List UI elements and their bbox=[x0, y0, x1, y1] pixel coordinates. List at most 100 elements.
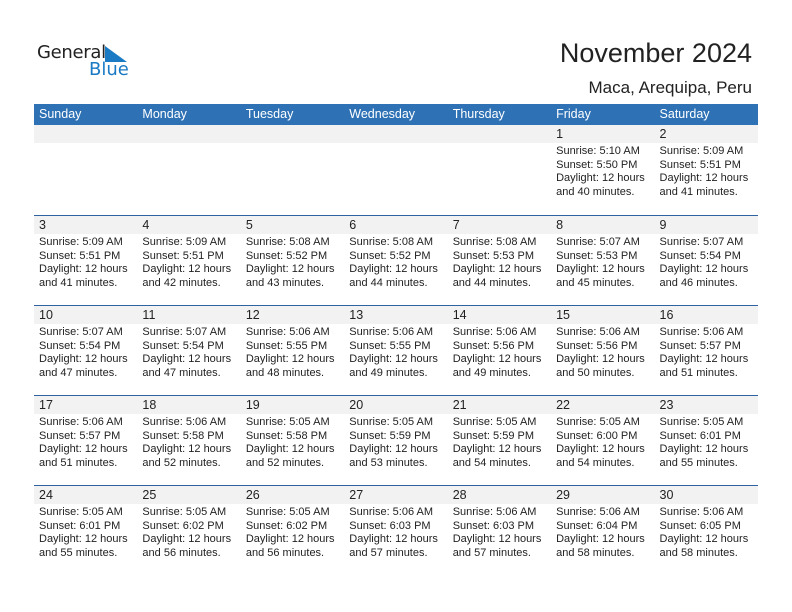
day-info: Sunrise: 5:06 AM Sunset: 5:57 PM Daylight:… bbox=[34, 414, 137, 470]
empty-day-cell bbox=[34, 125, 138, 215]
day-number: 1 bbox=[551, 125, 655, 143]
daylight-text: Daylight: 12 hours bbox=[39, 443, 128, 455]
day-cell: 27 Sunrise: 5:06 AM Sunset: 6:03 PM Dayligh… bbox=[344, 486, 448, 575]
day-number bbox=[344, 125, 448, 143]
sunrise-text: Sunrise: 5:05 AM bbox=[659, 416, 744, 428]
daylight-text: and 53 minutes. bbox=[349, 456, 428, 469]
day-cell: 15 Sunrise: 5:06 AM Sunset: 5:56 PM Dayligh… bbox=[551, 306, 655, 395]
day-info: Sunrise: 5:07 AM Sunset: 5:54 PM Daylight:… bbox=[137, 324, 240, 380]
day-number: 12 bbox=[240, 306, 345, 324]
sunrise-text: Sunrise: 5:06 AM bbox=[39, 416, 123, 428]
day-info: Sunrise: 5:08 AM Sunset: 5:53 PM Daylight:… bbox=[448, 234, 551, 290]
day-number: 30 bbox=[654, 486, 758, 504]
day-cell: 30 Sunrise: 5:06 AM Sunset: 6:05 PM Dayligh… bbox=[654, 486, 758, 575]
sunset-text: Sunset: 6:03 PM bbox=[452, 519, 535, 532]
location: Maca, Arequipa, Peru bbox=[588, 78, 752, 97]
day-cell: 10 Sunrise: 5:07 AM Sunset: 5:54 PM Dayligh… bbox=[34, 306, 138, 395]
daylight-text: Daylight: 12 hours bbox=[142, 443, 232, 455]
daylight-text: and 44 minutes. bbox=[452, 276, 531, 289]
daylight-text: and 56 minutes. bbox=[142, 546, 221, 559]
daylight-text: and 47 minutes. bbox=[39, 366, 118, 379]
calendar-grid: Sunday Monday Tuesday Wednesday Thursday Frid… bbox=[34, 104, 758, 575]
day-info: Sunrise: 5:05 AM Sunset: 5:59 PM Daylight:… bbox=[448, 414, 551, 470]
sunset-text: Sunset: 6:01 PM bbox=[659, 429, 741, 442]
day-cell: 7 Sunrise: 5:08 AM Sunset: 5:53 PM Daylight… bbox=[447, 216, 552, 305]
day-info: Sunrise: 5:06 AM Sunset: 5:58 PM Daylight:… bbox=[137, 414, 240, 470]
daylight-text: Daylight: 12 hours bbox=[142, 263, 232, 275]
daylight-text: Daylight: 12 hours bbox=[349, 443, 438, 455]
logo: General Blue bbox=[37, 42, 129, 80]
daylight-text: and 46 minutes. bbox=[659, 276, 738, 289]
day-info: Sunrise: 5:05 AM Sunset: 6:00 PM Daylight:… bbox=[551, 414, 654, 470]
empty-day-cell bbox=[240, 125, 345, 215]
day-info: Sunrise: 5:06 AM Sunset: 5:57 PM Daylight:… bbox=[655, 324, 758, 380]
sunrise-text: Sunrise: 5:06 AM bbox=[349, 506, 434, 518]
day-number: 27 bbox=[344, 486, 448, 504]
day-cell: 9 Sunrise: 5:07 AM Sunset: 5:54 PM Daylight… bbox=[654, 216, 758, 305]
daylight-text: Daylight: 12 hours bbox=[556, 443, 645, 455]
day-number bbox=[137, 125, 241, 143]
sunrise-text: Sunrise: 5:05 AM bbox=[245, 416, 330, 428]
day-number bbox=[447, 125, 552, 143]
daylight-text: and 41 minutes. bbox=[659, 185, 738, 198]
day-number bbox=[240, 125, 345, 143]
daylight-text: and 58 minutes. bbox=[659, 546, 738, 559]
daylight-text: and 43 minutes. bbox=[245, 276, 325, 289]
day-number: 11 bbox=[137, 306, 241, 324]
day-cell: 26 Sunrise: 5:05 AM Sunset: 6:02 PM Dayligh… bbox=[240, 486, 345, 575]
daylight-text: Daylight: 12 hours bbox=[556, 533, 645, 545]
sunrise-text: Sunrise: 5:07 AM bbox=[39, 326, 123, 338]
day-info: Sunrise: 5:05 AM Sunset: 5:58 PM Daylight:… bbox=[241, 414, 344, 470]
daylight-text: and 42 minutes. bbox=[142, 276, 221, 289]
sunrise-text: Sunrise: 5:06 AM bbox=[452, 506, 537, 518]
sunset-text: Sunset: 5:58 PM bbox=[245, 429, 328, 442]
day-cell: 23 Sunrise: 5:05 AM Sunset: 6:01 PM Dayligh… bbox=[654, 396, 758, 485]
day-cell: 6 Sunrise: 5:08 AM Sunset: 5:52 PM Daylight… bbox=[344, 216, 448, 305]
logo-triangle-icon bbox=[105, 46, 127, 62]
day-number: 7 bbox=[447, 216, 552, 234]
sunset-text: Sunset: 6:02 PM bbox=[142, 519, 224, 532]
daylight-text: Daylight: 12 hours bbox=[556, 263, 645, 275]
sunrise-text: Sunrise: 5:09 AM bbox=[659, 145, 744, 157]
day-cell: 29 Sunrise: 5:06 AM Sunset: 6:04 PM Dayligh… bbox=[551, 486, 655, 575]
day-number: 26 bbox=[240, 486, 345, 504]
day-info: Sunrise: 5:06 AM Sunset: 6:05 PM Daylight:… bbox=[655, 504, 758, 560]
daylight-text: and 47 minutes. bbox=[142, 366, 221, 379]
sunset-text: Sunset: 5:57 PM bbox=[39, 429, 121, 442]
daylight-text: and 56 minutes. bbox=[245, 546, 325, 559]
day-cell: 28 Sunrise: 5:06 AM Sunset: 6:03 PM Dayligh… bbox=[447, 486, 552, 575]
daylight-text: and 54 minutes. bbox=[556, 456, 635, 469]
sunset-text: Sunset: 5:56 PM bbox=[452, 339, 535, 352]
day-number bbox=[34, 125, 138, 143]
sunset-text: Sunset: 5:54 PM bbox=[659, 249, 741, 262]
day-info: Sunrise: 5:05 AM Sunset: 6:01 PM Daylight:… bbox=[655, 414, 758, 470]
daylight-text: Daylight: 12 hours bbox=[245, 443, 335, 455]
empty-day-cell bbox=[447, 125, 552, 215]
sunrise-text: Sunrise: 5:06 AM bbox=[245, 326, 330, 338]
sunrise-text: Sunrise: 5:06 AM bbox=[452, 326, 537, 338]
sunset-text: Sunset: 5:59 PM bbox=[349, 429, 431, 442]
week-row: 3 Sunrise: 5:09 AM Sunset: 5:51 PM Daylight… bbox=[34, 215, 758, 305]
sunset-text: Sunset: 5:52 PM bbox=[245, 249, 328, 262]
day-number: 17 bbox=[34, 396, 138, 414]
page-title: November 2024 bbox=[559, 38, 752, 68]
day-cell: 8 Sunrise: 5:07 AM Sunset: 5:53 PM Daylight… bbox=[551, 216, 655, 305]
daylight-text: and 58 minutes. bbox=[556, 546, 635, 559]
empty-day-cell bbox=[137, 125, 241, 215]
daylight-text: Daylight: 12 hours bbox=[556, 172, 645, 184]
daylight-text: Daylight: 12 hours bbox=[142, 533, 232, 545]
day-number: 29 bbox=[551, 486, 655, 504]
day-number: 10 bbox=[34, 306, 138, 324]
day-number: 2 bbox=[654, 125, 758, 143]
day-number: 23 bbox=[654, 396, 758, 414]
sunset-text: Sunset: 5:51 PM bbox=[39, 249, 121, 262]
day-cell: 16 Sunrise: 5:06 AM Sunset: 5:57 PM Dayligh… bbox=[654, 306, 758, 395]
daylight-text: and 49 minutes. bbox=[452, 366, 531, 379]
weekday-saturday: Saturday bbox=[659, 107, 710, 121]
sunrise-text: Sunrise: 5:06 AM bbox=[556, 506, 640, 518]
daylight-text: Daylight: 12 hours bbox=[245, 533, 335, 545]
daylight-text: and 49 minutes. bbox=[349, 366, 428, 379]
daylight-text: and 55 minutes. bbox=[659, 456, 738, 469]
sunset-text: Sunset: 5:57 PM bbox=[659, 339, 741, 352]
